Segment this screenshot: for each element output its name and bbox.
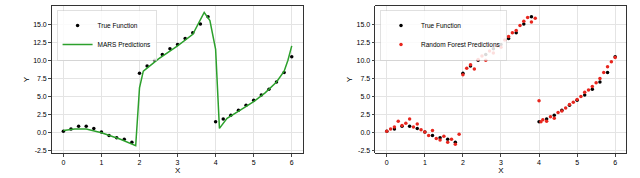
svg-text:7.5: 7.5 xyxy=(37,75,47,82)
svg-text:X: X xyxy=(498,166,504,175)
svg-text:-2.5: -2.5 xyxy=(358,147,370,154)
svg-text:6: 6 xyxy=(290,159,294,166)
svg-text:1: 1 xyxy=(423,159,427,166)
svg-text:True Function: True Function xyxy=(98,22,138,29)
svg-text:15.0: 15.0 xyxy=(357,21,371,28)
svg-text:2: 2 xyxy=(461,159,465,166)
svg-text:2.5: 2.5 xyxy=(37,111,47,118)
svg-text:Random Forest Predictions: Random Forest Predictions xyxy=(421,41,501,48)
svg-text:0.0: 0.0 xyxy=(360,129,370,136)
svg-text:MARS Predictions: MARS Predictions xyxy=(98,41,151,48)
svg-text:2: 2 xyxy=(138,159,142,166)
svg-text:10.0: 10.0 xyxy=(357,57,371,64)
svg-text:12.5: 12.5 xyxy=(357,39,371,46)
svg-text:X: X xyxy=(175,166,181,175)
svg-text:6: 6 xyxy=(613,159,617,166)
svg-text:10.0: 10.0 xyxy=(33,57,47,64)
svg-text:7.5: 7.5 xyxy=(360,75,370,82)
svg-text:15.0: 15.0 xyxy=(33,21,47,28)
svg-text:4: 4 xyxy=(537,159,541,166)
svg-text:5.0: 5.0 xyxy=(360,93,370,100)
svg-text:0: 0 xyxy=(61,159,65,166)
svg-text:-2.5: -2.5 xyxy=(35,147,47,154)
svg-text:5.0: 5.0 xyxy=(37,93,47,100)
svg-text:5: 5 xyxy=(252,159,256,166)
svg-text:12.5: 12.5 xyxy=(33,39,47,46)
svg-text:0: 0 xyxy=(385,159,389,166)
svg-text:4: 4 xyxy=(214,159,218,166)
svg-text:True Function: True Function xyxy=(421,22,461,29)
svg-text:3: 3 xyxy=(176,159,180,166)
svg-text:3: 3 xyxy=(499,159,503,166)
svg-text:2.5: 2.5 xyxy=(360,111,370,118)
svg-text:Y: Y xyxy=(345,76,354,82)
svg-text:5: 5 xyxy=(575,159,579,166)
svg-text:0.0: 0.0 xyxy=(37,129,47,136)
svg-text:1: 1 xyxy=(99,159,103,166)
svg-text:Y: Y xyxy=(22,76,31,82)
